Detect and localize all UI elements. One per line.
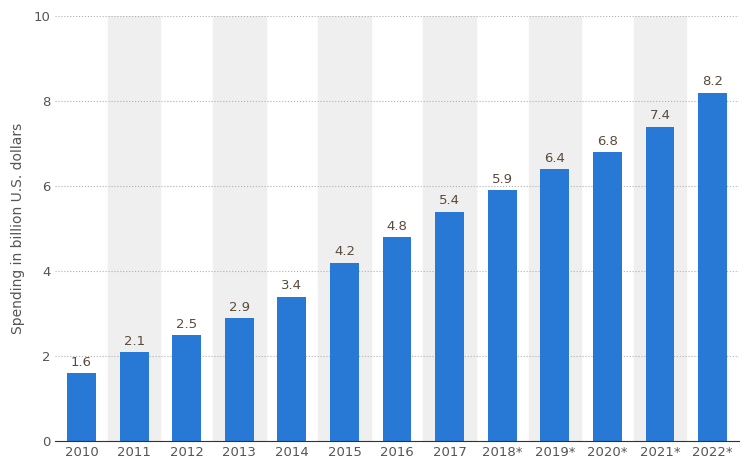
Bar xyxy=(593,152,622,441)
Bar xyxy=(172,335,201,441)
Text: 6.4: 6.4 xyxy=(544,152,566,165)
Y-axis label: Spending in billion U.S. dollars: Spending in billion U.S. dollars xyxy=(11,123,25,334)
Bar xyxy=(67,373,96,441)
Bar xyxy=(646,126,674,441)
Bar xyxy=(423,16,476,441)
Text: 4.2: 4.2 xyxy=(334,245,355,258)
Text: 2.5: 2.5 xyxy=(176,318,197,330)
Bar xyxy=(435,212,464,441)
Bar xyxy=(119,352,148,441)
Text: 1.6: 1.6 xyxy=(71,356,92,369)
Text: 5.4: 5.4 xyxy=(440,194,460,207)
Text: 6.8: 6.8 xyxy=(597,135,618,148)
Bar xyxy=(698,93,727,441)
Bar xyxy=(318,16,370,441)
Text: 2.1: 2.1 xyxy=(124,335,145,347)
Bar xyxy=(108,16,160,441)
Text: 7.4: 7.4 xyxy=(650,110,670,122)
Bar xyxy=(330,263,359,441)
Text: 2.9: 2.9 xyxy=(229,300,250,313)
Bar xyxy=(540,169,569,441)
Bar xyxy=(225,318,254,441)
Bar xyxy=(382,237,412,441)
Bar xyxy=(529,16,581,441)
Text: 5.9: 5.9 xyxy=(492,173,513,186)
Text: 3.4: 3.4 xyxy=(281,279,302,292)
Text: 8.2: 8.2 xyxy=(702,75,723,88)
Bar xyxy=(634,16,686,441)
Bar xyxy=(488,190,517,441)
Text: 4.8: 4.8 xyxy=(386,220,407,233)
Bar xyxy=(278,297,306,441)
Bar xyxy=(213,16,266,441)
